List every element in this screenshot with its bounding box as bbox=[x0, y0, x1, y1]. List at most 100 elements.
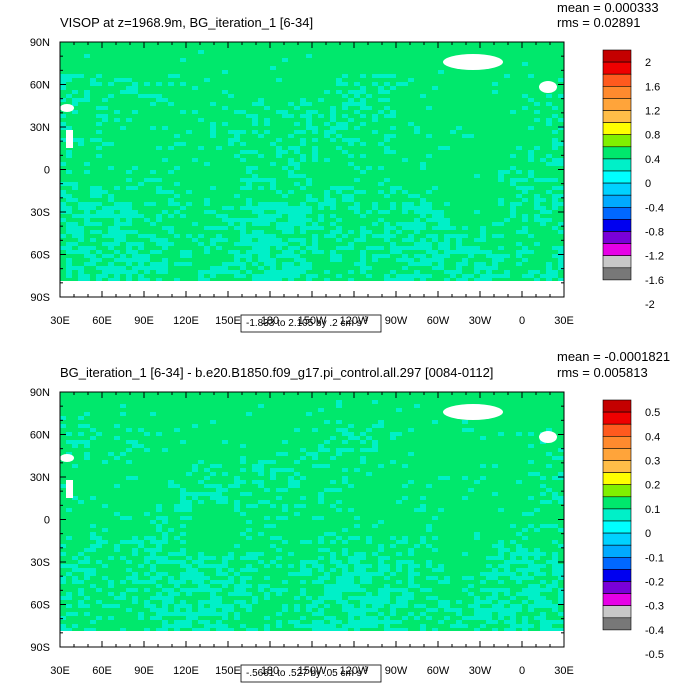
island-mask bbox=[539, 431, 557, 443]
mean-stat: mean = -0.0001821 bbox=[557, 349, 670, 364]
colorbar-label: 1.2 bbox=[645, 106, 660, 118]
colorbar-cell bbox=[602, 581, 632, 594]
colorbar-label: -0.1 bbox=[645, 552, 664, 564]
colorbar-label: -2 bbox=[645, 299, 655, 311]
x-tick-label: 60W bbox=[427, 665, 450, 677]
colorbar-label: 0.4 bbox=[645, 431, 660, 443]
colorbar-cell bbox=[602, 484, 632, 498]
colorbar-cell bbox=[602, 520, 632, 534]
colorbar: 2 1.6 1.2 0.8 0.4 0 -0.4 -0.8 -1.2 -1.6 -2 bbox=[602, 49, 664, 311]
colorbar-cell bbox=[602, 569, 632, 582]
colorbar-cell bbox=[602, 496, 632, 510]
colorbar-cell bbox=[602, 146, 632, 160]
colorbar-cell bbox=[602, 460, 632, 473]
colorbar-label: 2 bbox=[645, 57, 651, 69]
x-tick-label: 180 bbox=[261, 315, 279, 327]
x-tick-label: 30E bbox=[50, 315, 70, 327]
y-tick-label: 30N bbox=[30, 472, 50, 484]
colorbar-cell bbox=[602, 194, 632, 208]
greenland-mask bbox=[443, 54, 503, 70]
colorbar-label: -1.6 bbox=[645, 275, 664, 287]
colorbar-cell bbox=[602, 544, 632, 558]
map-cells bbox=[60, 400, 564, 632]
colorbar-cell bbox=[602, 243, 632, 257]
x-tick-label: 150E bbox=[215, 315, 241, 327]
colorbar-cell bbox=[602, 556, 632, 570]
rms-stat: rms = 0.005813 bbox=[557, 365, 648, 380]
island-mask bbox=[66, 130, 73, 148]
range-label-frame bbox=[240, 664, 382, 683]
colorbar-label: -0.4 bbox=[645, 625, 664, 637]
range-label-box: -.5661 to .527 by .05 cm s-1 bbox=[240, 664, 382, 683]
mean-stat: mean = 0.000333 bbox=[557, 0, 659, 15]
colorbar-cell bbox=[602, 122, 632, 135]
colorbar-cell bbox=[602, 255, 632, 269]
x-tick-label: 60E bbox=[92, 665, 112, 677]
y-tick-label: 90S bbox=[30, 642, 50, 654]
y-tick-label: 30S bbox=[30, 557, 50, 569]
colorbar-label: 0.3 bbox=[645, 456, 660, 468]
island-mask bbox=[66, 480, 73, 498]
x-tick-label: 180 bbox=[261, 665, 279, 677]
rms-stat: rms = 0.02891 bbox=[557, 15, 640, 30]
y-tick-label: 90S bbox=[30, 292, 50, 304]
x-tick-label: 60W bbox=[427, 315, 450, 327]
colorbar-cell bbox=[602, 73, 632, 87]
colorbar-cell bbox=[602, 219, 632, 232]
panel-1: 30E 60E 90E 120E 150E 180 150W 120W 90W 60W 30W 0 30… bbox=[30, 0, 664, 333]
range-label: -1.833 to 2.105 by .2 cm s-1 bbox=[246, 316, 368, 329]
x-tick-label: 120E bbox=[173, 665, 199, 677]
greenland-mask bbox=[443, 404, 503, 420]
panel-2: 30E 60E 90E 120E 150E 180 150W 120W 90W 60W 30W 0 30… bbox=[30, 349, 670, 683]
x-tick-label: 30E bbox=[554, 665, 574, 677]
x-tick-label: 90E bbox=[134, 315, 154, 327]
colorbar-label: 0.5 bbox=[645, 407, 660, 419]
colorbar-cell bbox=[602, 435, 632, 449]
colorbar-cell bbox=[602, 399, 632, 413]
x-tick-label: 90E bbox=[134, 665, 154, 677]
x-tick-label: 0 bbox=[519, 315, 525, 327]
colorbar-label: 1.6 bbox=[645, 81, 660, 93]
colorbar-cell bbox=[602, 532, 632, 546]
y-tick-label: 30N bbox=[30, 122, 50, 134]
colorbar: 0.5 0.4 0.3 0.2 0.1 0 -0.1 -0.2 -0.3 -0.4 -0.5 bbox=[602, 399, 664, 661]
x-tick-label: 30E bbox=[50, 665, 70, 677]
colorbar-cell bbox=[602, 207, 632, 220]
colorbar-label: 0.4 bbox=[645, 154, 660, 166]
x-tick-label: 120W bbox=[340, 315, 369, 327]
colorbar-cell bbox=[602, 448, 632, 461]
y-tick-label: 60N bbox=[30, 80, 50, 92]
x-tick-label: 30W bbox=[469, 315, 492, 327]
range-label-frame bbox=[240, 314, 382, 333]
y-tick-label: 90N bbox=[30, 387, 50, 399]
colorbar-cell bbox=[602, 617, 632, 631]
colorbar-cell bbox=[602, 61, 632, 75]
y-tick-label: 30S bbox=[30, 207, 50, 219]
colorbar-cell bbox=[602, 605, 632, 619]
y-tick-label: 0 bbox=[44, 165, 50, 177]
colorbar-cell bbox=[602, 472, 632, 486]
range-label: -.5661 to .527 by .05 cm s-1 bbox=[246, 666, 368, 679]
colorbar-label: -0.5 bbox=[645, 649, 664, 661]
map-cells bbox=[60, 50, 564, 282]
colorbar-cell bbox=[602, 110, 632, 123]
x-tick-label: 60E bbox=[92, 315, 112, 327]
colorbar-cell bbox=[602, 231, 632, 244]
panel-title: VISOP at z=1968.9m, BG_iteration_1 [6-34… bbox=[60, 15, 313, 30]
x-tick-label: 150W bbox=[298, 665, 327, 677]
y-tick-label: 60S bbox=[30, 250, 50, 262]
colorbar-label: 0.1 bbox=[645, 504, 660, 516]
colorbar-cell bbox=[602, 423, 632, 437]
colorbar-cell bbox=[602, 411, 632, 425]
x-tick-label: 90W bbox=[385, 665, 408, 677]
x-tick-label: 90W bbox=[385, 315, 408, 327]
island-mask bbox=[539, 81, 557, 93]
colorbar-cell bbox=[602, 134, 632, 148]
colorbar-cell bbox=[602, 86, 632, 99]
range-label-box: -1.833 to 2.105 by .2 cm s-1 bbox=[240, 314, 382, 333]
colorbar-label: -1.2 bbox=[645, 251, 664, 263]
x-tick-label: 150W bbox=[298, 315, 327, 327]
colorbar-cell bbox=[602, 593, 632, 606]
